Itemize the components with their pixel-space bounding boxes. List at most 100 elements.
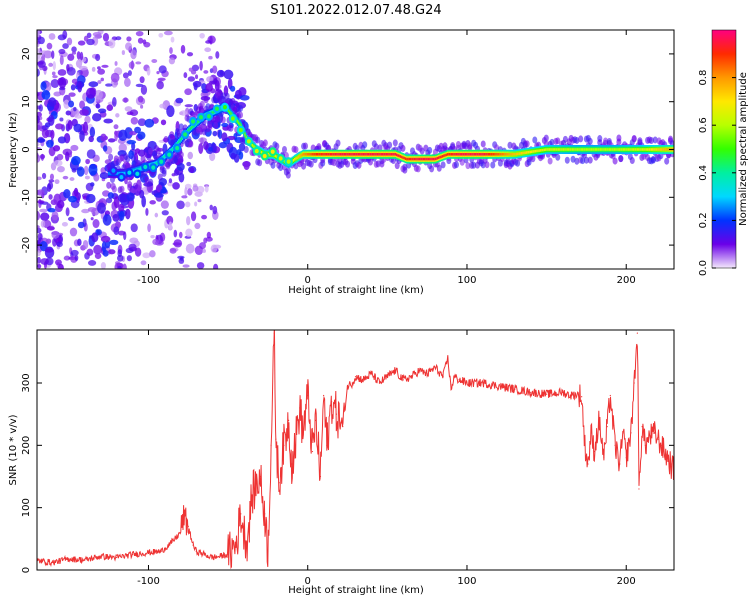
y-tick-label: 200 — [21, 436, 32, 455]
spectrum-blob — [204, 185, 209, 193]
ridge-core — [459, 152, 462, 156]
spectrum-blob — [52, 145, 61, 152]
ridge-core — [550, 148, 552, 151]
spectrum-blob — [88, 135, 94, 143]
ridge-core — [351, 152, 353, 156]
spectrum-halo — [345, 160, 351, 168]
spectrum-blob — [49, 173, 55, 181]
spectrum-halo — [526, 158, 532, 166]
ridge-core — [435, 157, 438, 161]
snr-point — [291, 463, 293, 465]
ridge-core — [162, 156, 165, 159]
spectrum-blob — [205, 82, 213, 92]
snr-point — [264, 513, 266, 515]
ridge-core — [589, 148, 592, 151]
spectrum-blob — [117, 254, 124, 262]
ridge-core — [274, 154, 277, 158]
spectrum-blob — [41, 172, 47, 179]
ridge-node-core — [286, 159, 291, 164]
ridge-core — [491, 152, 494, 156]
ridge-node-core — [143, 164, 148, 170]
spectrum-halo — [494, 144, 500, 152]
spectrum-blob — [37, 68, 40, 77]
spectrum-blob — [46, 139, 54, 148]
spectrum-blob — [57, 69, 67, 76]
ridge-core — [641, 148, 644, 151]
ridge-core — [635, 148, 638, 151]
snr-point — [466, 382, 468, 384]
spectrum-blob — [190, 211, 197, 222]
spectrum-blob — [113, 226, 120, 236]
ridge-core — [108, 172, 110, 175]
spectrum-blob — [163, 30, 173, 36]
spectrum-blob — [176, 200, 185, 210]
spectrum-blob — [94, 89, 103, 100]
spectrum-halo — [583, 156, 589, 164]
ridge-node-core — [222, 105, 227, 110]
spectrum-blob — [159, 103, 166, 109]
ridge-core — [634, 148, 636, 151]
ridge-core — [164, 155, 166, 158]
ridge-core — [513, 152, 515, 156]
snr-point — [192, 544, 194, 546]
ridge-core — [485, 152, 487, 156]
ridge-node-core — [238, 127, 243, 133]
ridge-core — [607, 148, 610, 151]
snr-point — [68, 558, 70, 560]
spectrum-halo — [169, 131, 175, 139]
spectrum-halo — [631, 135, 637, 143]
spectrum-halo — [587, 137, 593, 145]
spectrum-halo — [213, 121, 219, 129]
snr-point — [598, 419, 600, 421]
snr-point — [603, 457, 605, 459]
spectrum-blob — [179, 256, 184, 261]
snr-point — [195, 550, 197, 552]
ridge-core — [652, 148, 654, 151]
spectrum-halo — [427, 146, 433, 154]
ridge-core — [292, 158, 295, 162]
spectrum-blob — [62, 175, 69, 180]
spectrum-halo — [603, 137, 609, 145]
ridge-core — [611, 148, 613, 151]
spectrum-blob — [40, 220, 46, 228]
spectrum-blob — [197, 198, 202, 203]
ridge-core — [552, 148, 555, 151]
ridge-core — [320, 152, 323, 156]
ridge-core — [314, 152, 317, 156]
ridge-core — [650, 148, 653, 151]
spectrum-blob — [196, 262, 205, 269]
spectrum-blob — [169, 47, 173, 54]
spectrum-blob — [145, 207, 149, 216]
ridge-core — [648, 148, 650, 151]
ridge-core — [418, 157, 421, 161]
spectrum-blob — [118, 143, 127, 153]
spectrum-halo — [555, 153, 561, 161]
spectrum-blob — [65, 151, 70, 162]
snr-point — [498, 385, 500, 387]
ridge-core — [508, 152, 510, 156]
ridge-core — [536, 149, 538, 153]
ridge-core — [632, 148, 635, 151]
ridge-core — [133, 169, 136, 172]
ridge-core — [132, 169, 134, 173]
spectrum-halo — [616, 134, 622, 142]
ridge-core — [401, 155, 403, 159]
spectrum-blob — [59, 117, 64, 122]
spectrum-blob — [198, 137, 207, 143]
ridge-core — [594, 148, 597, 151]
ridge-core — [295, 157, 297, 160]
ridge-core — [211, 111, 213, 115]
spectrum-blob — [134, 148, 141, 154]
spectrum-blob — [54, 179, 60, 185]
ridge-core — [404, 157, 407, 160]
spectrum-halo — [144, 176, 150, 184]
ridge-core — [268, 152, 271, 156]
spectrum-blob — [122, 72, 129, 79]
spectrum-halo — [270, 161, 276, 169]
spectrum-blob — [101, 64, 109, 68]
ridge-core — [653, 148, 655, 151]
ridge-core — [388, 152, 390, 156]
ridge-core — [612, 148, 615, 151]
spectrum-blob — [73, 187, 79, 197]
spectrum-blob — [37, 154, 41, 163]
